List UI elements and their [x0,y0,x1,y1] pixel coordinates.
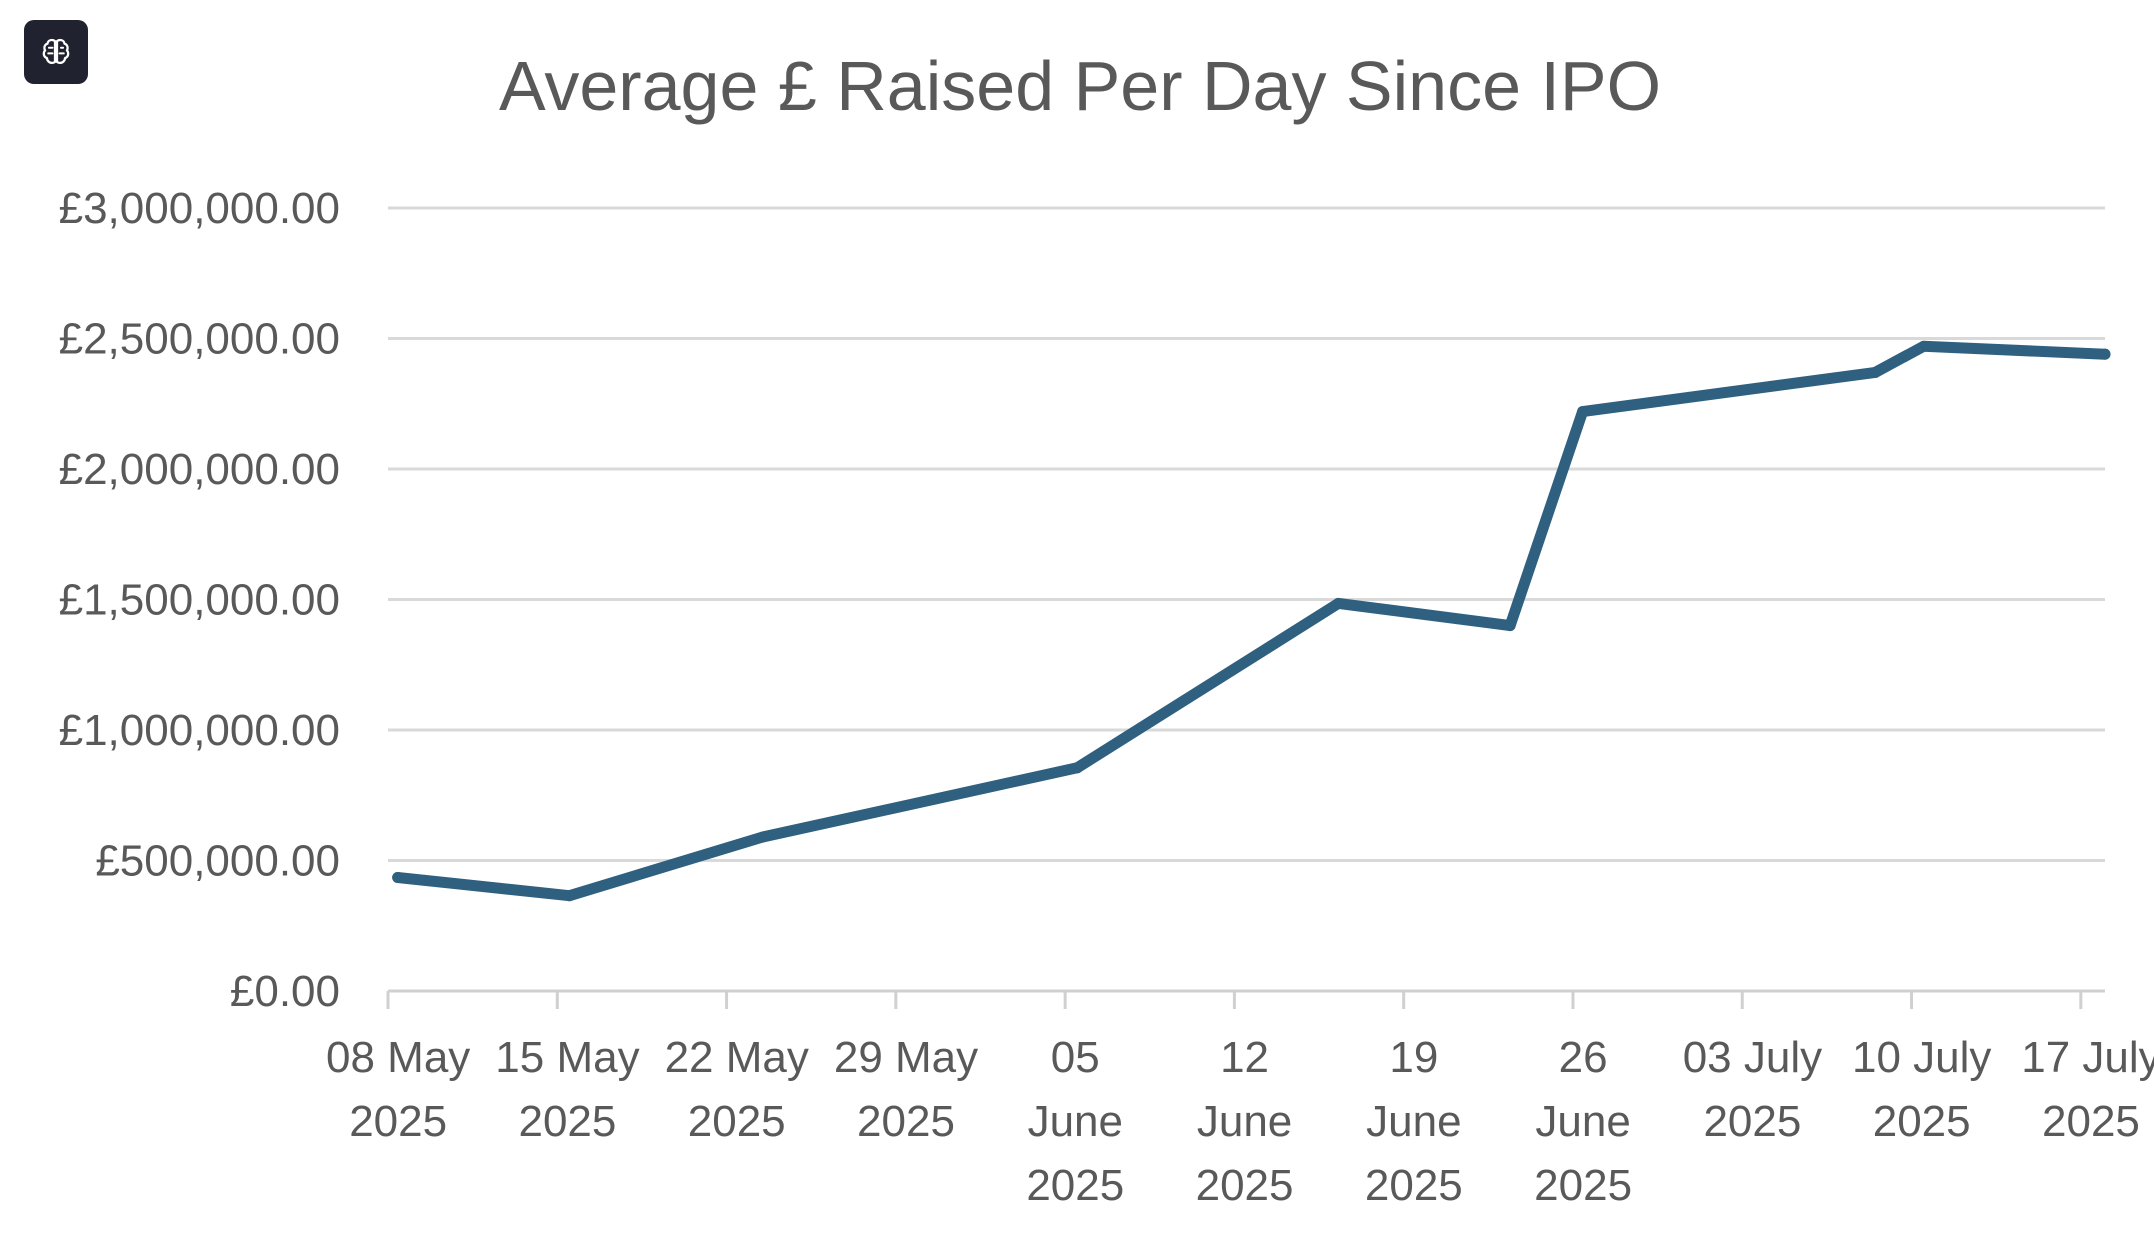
data-point-6 [1577,406,1589,418]
y-tick-label-0: £0.00 [230,967,340,1016]
x-tick-label-8: 03 July 2025 [1683,1033,1822,1146]
x-tick-label-1: 15 May 2025 [495,1033,639,1146]
data-point-2 [757,831,769,843]
y-tick-label-2: £1,000,000.00 [59,706,340,755]
data-point-0 [392,871,404,883]
y-tick-label-5: £2,500,000.00 [59,315,340,364]
chart-title: Average £ Raised Per Day Since IPO [499,47,1661,125]
data-point-1 [563,890,575,902]
y-tick-label-4: £2,000,000.00 [59,445,340,494]
brain-icon [42,38,70,65]
x-tick-label-7: 26 June 2025 [1534,1033,1632,1210]
y-axis-tick-labels: £0.00 £500,000.00 £1,000,000.00 £1,500,000.… [59,184,340,1016]
data-point-3 [1071,762,1083,774]
series-line-0 [392,340,2111,902]
y-tick-label-3: £1,500,000.00 [59,576,340,625]
x-tick-label-6: 19 June 2025 [1365,1033,1463,1210]
x-axis [386,989,2105,1009]
x-tick-label-2: 22 May 2025 [665,1033,809,1146]
data-point-5 [1504,620,1516,632]
series [392,340,2111,902]
x-tick-label-4: 05 June 2025 [1026,1033,1124,1210]
x-tick-label-9: 10 July 2025 [1852,1033,1991,1146]
data-point-4 [1332,597,1344,609]
app-badge[interactable] [24,20,88,84]
x-tick-label-5: 12 June 2025 [1196,1033,1294,1210]
y-tick-label-6: £3,000,000.00 [59,184,340,233]
data-point-8 [1918,340,1930,352]
gridlines [388,206,2105,862]
x-tick-label-10: 17 July 2025 [2021,1033,2154,1146]
x-tick-label-0: 08 May 2025 [326,1033,470,1146]
data-point-9 [2099,348,2111,360]
data-point-7 [1869,366,1881,378]
x-tick-label-3: 29 May 2025 [834,1033,978,1146]
y-tick-label-1: £500,000.00 [95,837,340,886]
